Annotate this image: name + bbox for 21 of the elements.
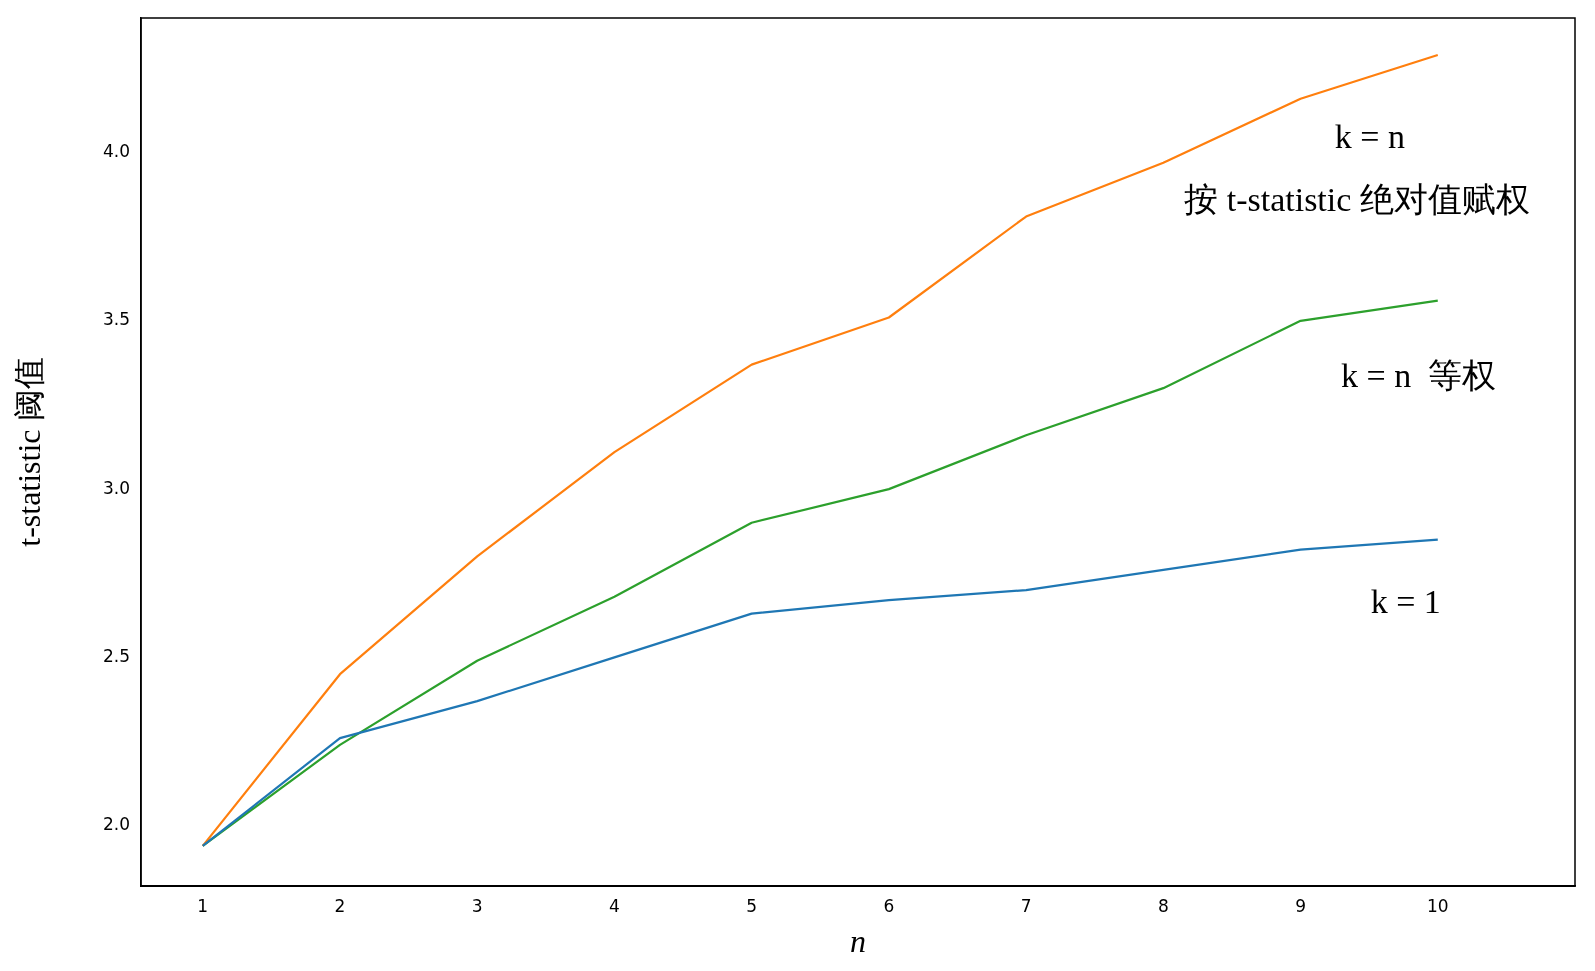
y-axis-title: t-statistic 阈值 bbox=[10, 357, 47, 547]
x-tick-label: 9 bbox=[1295, 895, 1306, 916]
y-tick-label: 2.0 bbox=[102, 814, 130, 835]
annotation: k = n bbox=[1334, 118, 1406, 156]
x-tick-label: 1 bbox=[197, 895, 209, 916]
x-tick-label: 4 bbox=[609, 895, 620, 916]
annotation: 按 t-statistic 绝对值赋权 bbox=[1184, 180, 1530, 218]
x-tick-label: 7 bbox=[1020, 895, 1032, 916]
x-tick-label: 2 bbox=[334, 895, 346, 916]
x-axis-title: n bbox=[850, 923, 866, 960]
y-tick-label: 3.5 bbox=[102, 309, 130, 330]
x-tick-label: 3 bbox=[471, 895, 483, 916]
annotation: k = 1 bbox=[1370, 582, 1441, 620]
x-tick-label: 6 bbox=[883, 895, 895, 916]
x-tick-label: 5 bbox=[746, 895, 758, 916]
annotation: k = n 等权 bbox=[1341, 357, 1497, 395]
y-tick-label: 2.5 bbox=[102, 645, 130, 666]
y-tick-label: 4.0 bbox=[102, 141, 130, 162]
y-tick-label: 3.0 bbox=[102, 477, 130, 498]
x-tick-label: 8 bbox=[1157, 895, 1169, 916]
x-tick-label: 10 bbox=[1426, 895, 1449, 916]
